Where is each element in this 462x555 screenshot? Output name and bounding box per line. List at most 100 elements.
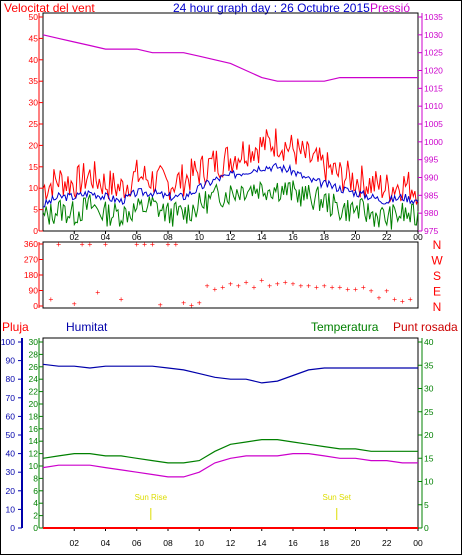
temp-left-tick-label: 18 xyxy=(29,411,39,421)
direction-point: + xyxy=(236,280,241,290)
x-tick-label: 14 xyxy=(257,538,267,548)
wind-tick-label: 15 xyxy=(29,162,39,172)
sunset-annotation: Sun Set xyxy=(323,493,352,502)
temp-left-tick-label: 0 xyxy=(33,523,38,533)
pressure-tick-label: 1010 xyxy=(424,101,443,111)
temperature-label: Temperatura xyxy=(311,320,379,334)
temp-right-tick-label: 15 xyxy=(424,453,434,463)
x-tick-label: 06 xyxy=(132,538,142,548)
wind-x-ticks: 02 04 06 08 10 12 14 16 18 20 22 00 xyxy=(70,231,423,242)
x-tick-label: 08 xyxy=(163,538,173,548)
direction-point: + xyxy=(314,282,319,292)
temp-right-tick-label: 5 xyxy=(424,500,429,510)
wind-tick-label: 20 xyxy=(29,140,39,150)
pressure-tick-label: 1000 xyxy=(424,137,443,147)
temp-left-tick-label: 12 xyxy=(29,449,39,459)
x-tick-label: 04 xyxy=(101,538,111,548)
direction-axis-ticks: 0 90 180 270 360 xyxy=(24,239,43,311)
x-tick-label: 10 xyxy=(195,538,205,548)
direction-point: + xyxy=(212,284,217,294)
rain-tick-label: 30 xyxy=(6,467,16,477)
pressure-axis-ticks: 975 980 985 990 995 1000 1005 1010 1015 1020 1025 1… xyxy=(418,12,443,236)
direction-point: + xyxy=(259,275,264,285)
chart-title: 24 hour graph day : 26 Octubre 2015 xyxy=(173,1,370,15)
direction-point: + xyxy=(95,287,100,297)
direction-point: + xyxy=(197,298,202,308)
direction-point: + xyxy=(306,280,311,290)
direction-point: + xyxy=(408,294,413,304)
temp-left-tick-label: 22 xyxy=(29,387,39,397)
rain-axis-ticks: 0 10 20 30 40 50 60 70 80 90 100 xyxy=(1,337,23,533)
direction-point: + xyxy=(361,282,366,292)
compass-label: N xyxy=(433,300,442,314)
compass-label: W xyxy=(431,254,443,268)
wind-tick-label: 10 xyxy=(29,183,39,193)
rain-tick-label: 70 xyxy=(6,393,16,403)
x-tick-label: 08 xyxy=(163,232,173,242)
temp-left-tick-label: 14 xyxy=(29,436,39,446)
wind-tick-label: 50 xyxy=(29,12,39,22)
pressure-tick-label: 1015 xyxy=(424,83,443,93)
direction-point: + xyxy=(291,279,296,289)
dewpoint-label: Punt rosada xyxy=(393,320,458,334)
direction-point: + xyxy=(283,277,288,287)
pressure-tick-label: 1025 xyxy=(424,48,443,58)
temp-left-tick-label: 30 xyxy=(29,337,39,347)
wind-tick-label: 30 xyxy=(29,98,39,108)
x-tick-label: 02 xyxy=(70,232,80,242)
direction-point: + xyxy=(353,284,358,294)
direction-point: + xyxy=(384,286,389,296)
x-tick-label: 14 xyxy=(257,232,267,242)
rain-tick-label: 90 xyxy=(6,356,16,366)
temp-left-tick-label: 28 xyxy=(29,349,39,359)
pressure-tick-label: 975 xyxy=(424,226,438,236)
wind-direction-plot: ++++ +++++ + +++ ++ + ++ + + + + ++++ + + + + + + + + + + + + ++… xyxy=(48,239,412,310)
rain-tick-label: 60 xyxy=(6,411,16,421)
rain-tick-label: 100 xyxy=(1,337,15,347)
direction-tick-label: 90 xyxy=(29,286,39,296)
x-tick-label: 06 xyxy=(132,232,142,242)
rain-tick-label: 40 xyxy=(6,449,16,459)
direction-point: + xyxy=(181,298,186,308)
x-tick-label: 16 xyxy=(288,232,298,242)
direction-point: + xyxy=(400,296,405,306)
temp-left-tick-label: 10 xyxy=(29,461,39,471)
temp-right-tick-label: 30 xyxy=(424,384,434,394)
temp-right-tick-label: 0 xyxy=(424,523,429,533)
rain-tick-label: 0 xyxy=(10,523,15,533)
pressure-label: Pressió xyxy=(370,1,410,15)
direction-point: + xyxy=(369,286,374,296)
temp-right-tick-label: 20 xyxy=(424,430,434,440)
direction-point: + xyxy=(189,300,194,310)
temp-left-tick-label: 20 xyxy=(29,399,39,409)
direction-point: + xyxy=(244,277,249,287)
wind-low-series xyxy=(42,180,419,230)
x-tick-label: 00 xyxy=(413,232,423,242)
sunrise-annotation: Sun Rise xyxy=(135,493,168,502)
wind-tick-label: 25 xyxy=(29,119,39,129)
temp-right-tick-label: 35 xyxy=(424,360,434,370)
direction-point: + xyxy=(205,280,210,290)
wind-pressure-plot xyxy=(42,34,419,230)
direction-point: + xyxy=(134,239,139,249)
direction-point: + xyxy=(87,239,92,249)
direction-point: + xyxy=(119,294,124,304)
direction-point: + xyxy=(48,294,53,304)
temp-humidity-plot xyxy=(42,363,418,529)
temp-left-tick-label: 2 xyxy=(33,511,38,521)
compass-label: S xyxy=(433,269,441,283)
x-tick-label: 20 xyxy=(351,232,361,242)
pressure-tick-label: 985 xyxy=(424,190,438,200)
direction-tick-label: 270 xyxy=(24,255,38,265)
x-tick-label: 16 xyxy=(288,538,298,548)
direction-point: + xyxy=(103,239,108,249)
compass-label: E xyxy=(433,285,441,299)
direction-point: + xyxy=(275,279,280,289)
x-tick-label: 00 xyxy=(413,538,423,548)
x-tick-label: 20 xyxy=(351,538,361,548)
x-tick-label: 22 xyxy=(382,232,392,242)
compass-label: N xyxy=(433,238,442,252)
rain-tick-label: 50 xyxy=(6,430,16,440)
pressure-tick-label: 980 xyxy=(424,208,438,218)
